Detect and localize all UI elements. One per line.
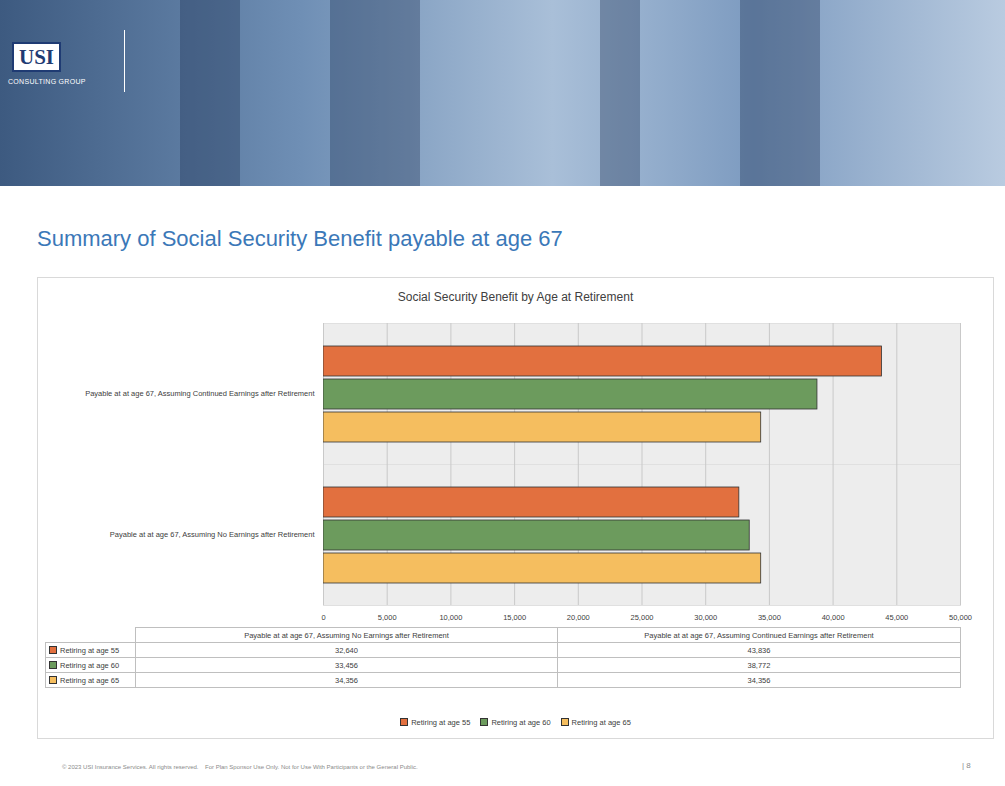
svg-text:35,000: 35,000	[758, 613, 781, 622]
html-text:Payable at at age 67, Assuming: Payable at at age 67, Assuming No Earnin…	[244, 630, 449, 640]
html-text:Retiring at age 60: Retiring at age 60	[60, 660, 120, 670]
svg-text:10,000: 10,000	[439, 613, 462, 622]
html-text:CONSULTING GROUP: CONSULTING GROUP	[8, 78, 86, 85]
svg-text:25,000: 25,000	[631, 613, 654, 622]
svg-text:20,000: 20,000	[567, 613, 590, 622]
html-text:Retiring at age 55: Retiring at age 55	[411, 718, 471, 727]
html-text:USI: USI	[19, 45, 54, 69]
svg-text:50,000: 50,000	[949, 613, 972, 622]
html-text:Retiring at age 60: Retiring at age 60	[491, 718, 551, 727]
html-text:Retiring at age 65: Retiring at age 65	[60, 675, 120, 685]
html-text:| 8: | 8	[962, 761, 971, 770]
html-text:38,772: 38,772	[747, 660, 771, 670]
html-text:Retiring at age 55: Retiring at age 55	[60, 645, 120, 655]
svg-text:45,000: 45,000	[885, 613, 908, 622]
html-text:34,356: 34,356	[747, 675, 771, 685]
html-text:Payable at at age 67, Assuming: Payable at at age 67, Assuming Continued…	[644, 630, 874, 640]
html-text:43,836: 43,836	[747, 645, 771, 655]
html-text:Social Security Benefit by Age: Social Security Benefit by Age at Retire…	[397, 290, 634, 304]
html-text:Retiring at age 65: Retiring at age 65	[571, 718, 631, 727]
svg-text:15,000: 15,000	[503, 613, 526, 622]
svg-text:40,000: 40,000	[822, 613, 845, 622]
svg-text:0: 0	[321, 613, 325, 622]
svg-text:Payable at at age 67, Assuming: Payable at at age 67, Assuming Continued…	[85, 389, 315, 398]
html-text:32,640: 32,640	[335, 645, 358, 655]
html-text:© 2023 USI Insurance Services.: © 2023 USI Insurance Services. All right…	[62, 764, 199, 770]
svg-text:30,000: 30,000	[694, 613, 717, 622]
html-text:34,356: 34,356	[335, 675, 358, 685]
html-text:33,456: 33,456	[335, 660, 358, 670]
svg-text:Payable at at age 67, Assuming: Payable at at age 67, Assuming No Earnin…	[110, 530, 316, 539]
html-text:For Plan Sponsor Use Only. Not: For Plan Sponsor Use Only. Not for Use W…	[205, 764, 418, 770]
svg-text:5,000: 5,000	[378, 613, 397, 622]
html-text:Summary of Social Security Ben: Summary of Social Security Benefit payab…	[37, 226, 563, 251]
